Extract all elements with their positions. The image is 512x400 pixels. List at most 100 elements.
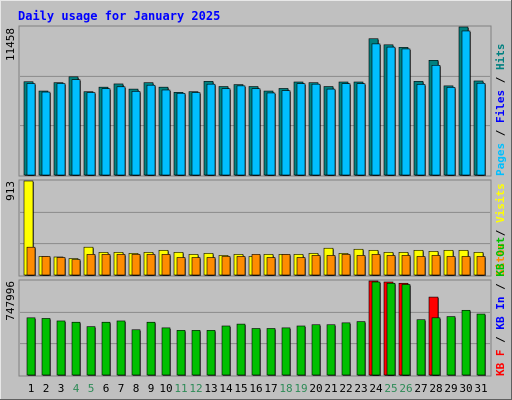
kbout-bar-day-16 xyxy=(251,328,261,376)
sites-bar-day-9 xyxy=(146,254,156,276)
day-label-22: 22 xyxy=(339,382,352,395)
kbout-bar-day-2 xyxy=(41,318,51,376)
legend-visits: Visits xyxy=(494,183,507,223)
panel0-ymax-label: 11458 xyxy=(4,28,17,61)
kbout-bar-day-30 xyxy=(461,309,471,376)
files-bar-day-1 xyxy=(26,83,36,176)
day-label-24: 24 xyxy=(369,382,383,395)
sites-bar-day-19 xyxy=(296,257,306,276)
day-label-13: 13 xyxy=(204,382,217,395)
kbout-bar-day-24 xyxy=(371,281,381,376)
day-label-26: 26 xyxy=(399,382,412,395)
day-label-27: 27 xyxy=(414,382,427,395)
files-bar-day-5 xyxy=(86,92,96,176)
sites-bar-day-5 xyxy=(86,254,96,276)
files-bar-day-14 xyxy=(221,88,231,176)
day-label-7: 7 xyxy=(118,382,125,395)
day-label-4: 4 xyxy=(73,382,80,395)
kbout-bar-day-3 xyxy=(56,320,66,376)
kbout-bar-day-9 xyxy=(146,321,156,376)
sites-bar-day-22 xyxy=(341,254,351,276)
panel2-ymax-label: 747996 xyxy=(4,281,17,321)
kbout-bar-day-11 xyxy=(176,330,186,376)
sites-bar-day-3 xyxy=(56,257,66,276)
day-label-6: 6 xyxy=(103,382,110,395)
files-bar-day-7 xyxy=(116,86,126,176)
files-bar-day-24 xyxy=(371,43,381,176)
kbout-bar-day-27 xyxy=(416,319,426,376)
sites-bar-day-18 xyxy=(281,254,291,276)
files-bar-day-16 xyxy=(251,88,261,176)
sites-bar-day-27 xyxy=(416,256,426,276)
day-label-28: 28 xyxy=(429,382,442,395)
legend-kbin: KB In xyxy=(494,297,507,330)
kbout-bar-day-15 xyxy=(236,323,246,376)
kbout-bar-day-5 xyxy=(86,326,96,376)
day-label-9: 9 xyxy=(148,382,155,395)
kbout-bar-day-14 xyxy=(221,325,231,376)
day-label-15: 15 xyxy=(234,382,247,395)
legend-files: Files xyxy=(494,90,507,123)
sites-bar-day-21 xyxy=(326,255,336,276)
files-bar-day-31 xyxy=(476,82,486,176)
sites-bar-day-23 xyxy=(356,255,366,276)
kbout-bar-day-19 xyxy=(296,325,306,376)
files-bar-day-28 xyxy=(431,65,441,176)
files-bar-day-19 xyxy=(296,83,306,176)
sites-bar-day-10 xyxy=(161,254,171,276)
kbout-bar-day-17 xyxy=(266,328,276,376)
day-labels: 1 2 3 4 5 6 7 8 9 10 11 12 13 14 15 16 17 18 19 20 21 22 23 24 2… xyxy=(28,382,488,395)
day-label-1: 1 xyxy=(28,382,35,395)
legend-sep-5: / xyxy=(494,277,507,297)
day-label-31: 31 xyxy=(474,382,487,395)
files-bar-day-9 xyxy=(146,84,156,176)
day-label-5: 5 xyxy=(88,382,95,395)
sites-bar-day-8 xyxy=(131,254,141,276)
kbout-bar-day-23 xyxy=(356,321,366,376)
sites-bar-day-7 xyxy=(116,254,126,276)
sites-bar-day-26 xyxy=(401,255,411,276)
sites-bar-day-17 xyxy=(266,257,276,276)
legend-pages: Pages xyxy=(494,143,507,176)
sites-bar-day-13 xyxy=(206,257,216,276)
files-bar-day-4 xyxy=(71,79,81,176)
chart-title: Daily usage for January 2025 xyxy=(18,9,220,23)
files-bar-day-23 xyxy=(356,83,366,176)
day-label-16: 16 xyxy=(249,382,262,395)
sites-bar-day-25 xyxy=(386,255,396,276)
day-label-29: 29 xyxy=(444,382,457,395)
files-bar-day-8 xyxy=(131,91,141,176)
kbout-bar-day-22 xyxy=(341,322,351,376)
sites-bar-day-20 xyxy=(311,255,321,276)
kbout-bar-day-25 xyxy=(386,282,396,376)
sites-bar-day-1 xyxy=(26,246,36,276)
visits-sites-panel xyxy=(20,180,490,276)
panel1-ymax-label: 913 xyxy=(4,181,17,201)
sites-bar-day-16 xyxy=(251,254,261,276)
kbout-bar-day-26 xyxy=(401,284,411,376)
day-label-25: 25 xyxy=(384,382,397,395)
files-bar-day-13 xyxy=(206,83,216,176)
panel1-legend: Sites / Visits xyxy=(494,183,507,276)
day-label-30: 30 xyxy=(459,382,472,395)
files-bar-day-12 xyxy=(191,92,201,176)
day-label-11: 11 xyxy=(174,382,187,395)
files-bar-day-18 xyxy=(281,90,291,176)
files-bar-day-30 xyxy=(461,30,471,176)
sites-bar-day-2 xyxy=(41,256,51,276)
sites-bar-day-12 xyxy=(191,257,201,276)
legend-sep-3: / xyxy=(494,223,507,243)
kbout-bar-day-6 xyxy=(101,321,111,376)
sites-bar-day-31 xyxy=(476,256,486,276)
kbout-bar-day-10 xyxy=(161,327,171,376)
legend-kbf: KB F xyxy=(494,350,507,377)
legend-sep-2: / xyxy=(494,70,507,90)
kbout-bar-day-12 xyxy=(191,330,201,376)
files-bar-day-27 xyxy=(416,84,426,176)
day-label-10: 10 xyxy=(159,382,172,395)
files-bar-day-21 xyxy=(326,88,336,176)
kbout-bar-day-29 xyxy=(446,316,456,376)
day-label-2: 2 xyxy=(43,382,50,395)
files-bar-day-22 xyxy=(341,83,351,176)
